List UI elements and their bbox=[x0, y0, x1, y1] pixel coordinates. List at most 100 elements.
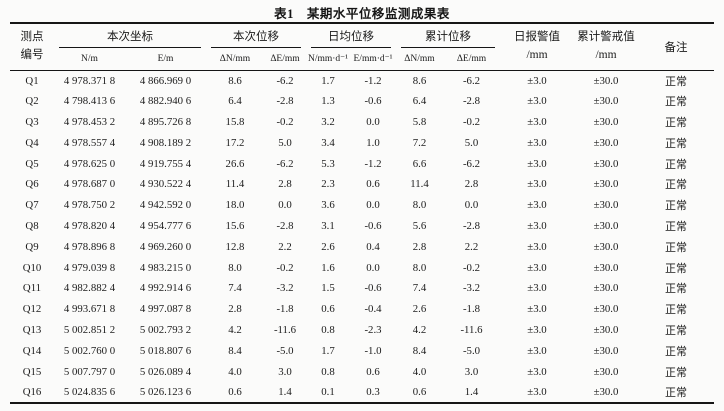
table-row: Q3 4 978.453 2 4 895.726 8 15.8 -0.2 3.2 0.0 5.… bbox=[10, 112, 714, 133]
cell-cum-delta-e: -2.8 bbox=[462, 95, 481, 108]
header-cum-delta-n: ΔN/mm bbox=[396, 48, 443, 71]
cell-daily-alarm: ±3.0 bbox=[527, 136, 547, 149]
cell-cum-delta-n: 11.4 bbox=[410, 178, 429, 191]
cell-daily-n: 1.6 bbox=[321, 261, 335, 274]
cell-coord-n: 5 002.760 0 bbox=[63, 344, 116, 357]
cell-cum-delta-e: -0.2 bbox=[462, 261, 481, 274]
cell-daily-n: 3.1 bbox=[321, 219, 335, 232]
cell-delta-e: 2.8 bbox=[278, 178, 292, 191]
table-row: Q5 4 978.625 0 4 919.755 4 26.6 -6.2 5.3 -1.2 6… bbox=[10, 153, 714, 174]
cell-coord-e: 4 942.592 0 bbox=[139, 199, 192, 212]
cell-delta-e: -5.0 bbox=[276, 344, 294, 357]
cell-daily-alarm: ±3.0 bbox=[527, 240, 547, 253]
cell-daily-alarm: ±3.0 bbox=[527, 261, 547, 274]
cell-daily-n: 1.7 bbox=[321, 74, 335, 87]
cell-coord-n: 4 978.453 2 bbox=[63, 115, 116, 128]
cell-daily-e: 0.3 bbox=[366, 385, 380, 398]
cell-cum-delta-n: 7.4 bbox=[412, 282, 427, 295]
cell-remark: 正常 bbox=[665, 116, 687, 129]
cell-delta-e: 3.0 bbox=[278, 365, 292, 378]
cell-point-id: Q10 bbox=[22, 261, 42, 274]
cell-coord-n: 4 978.371 8 bbox=[63, 74, 116, 87]
cell-delta-n: 0.6 bbox=[228, 385, 242, 398]
cell-daily-alarm: ±3.0 bbox=[527, 178, 547, 191]
cell-cum-delta-n: 4.0 bbox=[412, 365, 427, 378]
cell-remark: 正常 bbox=[665, 366, 687, 379]
cell-coord-n: 4 982.882 4 bbox=[63, 282, 116, 295]
cell-coord-e: 4 882.940 6 bbox=[139, 95, 192, 108]
cell-daily-n: 0.6 bbox=[321, 303, 335, 316]
cell-cum-delta-e: -6.2 bbox=[462, 74, 481, 87]
cell-coord-n: 4 979.039 8 bbox=[63, 261, 116, 274]
cell-remark: 正常 bbox=[665, 75, 687, 88]
cell-point-id: Q2 bbox=[25, 95, 39, 108]
cell-coord-n: 4 978.625 0 bbox=[63, 157, 116, 170]
cell-point-id: Q8 bbox=[25, 219, 39, 232]
cell-daily-alarm: ±3.0 bbox=[527, 344, 547, 357]
cell-daily-e: 1.0 bbox=[366, 136, 380, 149]
cell-remark: 正常 bbox=[665, 158, 687, 171]
cell-cum-alarm: ±30.0 bbox=[593, 178, 619, 191]
cell-point-id: Q11 bbox=[22, 282, 42, 295]
cell-coord-n: 4 978.750 2 bbox=[63, 199, 116, 212]
cell-coord-e: 4 866.969 0 bbox=[139, 74, 192, 87]
cell-remark: 正常 bbox=[665, 220, 687, 233]
cell-delta-n: 8.4 bbox=[228, 344, 242, 357]
cell-cum-alarm: ±30.0 bbox=[593, 95, 619, 108]
cell-cum-alarm: ±30.0 bbox=[593, 385, 619, 398]
cell-point-id: Q14 bbox=[22, 344, 42, 357]
cell-coord-e: 4 908.189 2 bbox=[139, 136, 192, 149]
cell-daily-e: 0.0 bbox=[366, 199, 380, 212]
cell-remark: 正常 bbox=[665, 386, 687, 399]
cell-delta-e: -2.8 bbox=[276, 219, 294, 232]
cell-daily-alarm: ±3.0 bbox=[527, 365, 547, 378]
header-delta-n: ΔN/mm bbox=[206, 48, 264, 71]
header-daily-alarm-value: 日报警值 /mm bbox=[500, 23, 574, 71]
cell-cum-delta-n: 4.2 bbox=[412, 323, 427, 336]
cell-cum-delta-e: 1.4 bbox=[464, 385, 479, 398]
table-row: Q4 4 978.557 4 4 908.189 2 17.2 5.0 3.4 1.0 7.2… bbox=[10, 132, 714, 153]
cell-cum-delta-n: 6.6 bbox=[412, 157, 427, 170]
cell-delta-e: -11.6 bbox=[273, 323, 297, 336]
cell-remark: 正常 bbox=[665, 324, 687, 337]
table-row: Q9 4 978.896 8 4 969.260 0 12.8 2.2 2.6 0.4 2.8… bbox=[10, 236, 714, 257]
header-group-cumulative-displacement: 累计位移 bbox=[396, 23, 500, 48]
cell-cum-delta-n: 7.2 bbox=[412, 136, 427, 149]
cell-daily-alarm: ±3.0 bbox=[527, 95, 547, 108]
cell-cum-delta-n: 8.6 bbox=[412, 74, 427, 87]
cell-cum-delta-n: 8.0 bbox=[412, 199, 427, 212]
cell-cum-alarm: ±30.0 bbox=[593, 282, 619, 295]
cell-coord-e: 4 983.215 0 bbox=[139, 261, 192, 274]
cell-coord-e: 4 992.914 6 bbox=[139, 282, 192, 295]
table-row: Q15 5 007.797 0 5 026.089 4 4.0 3.0 0.8 0.6 4.0… bbox=[10, 361, 714, 382]
cell-cum-delta-e: 0.0 bbox=[464, 199, 479, 212]
cell-coord-n: 5 007.797 0 bbox=[63, 365, 116, 378]
cell-delta-n: 4.2 bbox=[228, 323, 242, 336]
cell-cum-alarm: ±30.0 bbox=[593, 199, 619, 212]
cell-daily-n: 3.2 bbox=[321, 115, 335, 128]
cell-point-id: Q13 bbox=[22, 323, 42, 336]
cell-daily-e: -1.2 bbox=[364, 74, 382, 87]
cell-cum-delta-e: -0.2 bbox=[462, 115, 481, 128]
cell-cum-alarm: ±30.0 bbox=[593, 365, 619, 378]
header-group-current-displacement: 本次位移 bbox=[206, 23, 306, 48]
cell-coord-n: 4 798.413 6 bbox=[63, 95, 116, 108]
cell-delta-e: -2.8 bbox=[276, 95, 294, 108]
cell-delta-e: -0.2 bbox=[276, 261, 294, 274]
cell-coord-e: 4 969.260 0 bbox=[139, 240, 192, 253]
cell-remark: 正常 bbox=[665, 304, 687, 317]
table-row: Q10 4 979.039 8 4 983.215 0 8.0 -0.2 1.6 0.0 8.… bbox=[10, 257, 714, 278]
cell-cum-alarm: ±30.0 bbox=[593, 344, 619, 357]
table-row: Q13 5 002.851 2 5 002.793 2 4.2 -11.6 0.8 -2.3… bbox=[10, 320, 714, 341]
cell-coord-n: 4 978.896 8 bbox=[63, 240, 116, 253]
header-row-groups: 测点 编号 本次坐标 本次位移 日均位移 累计位移 日报警值 /mm 累计警戒值… bbox=[10, 23, 714, 71]
cell-remark: 正常 bbox=[665, 137, 687, 150]
cell-cum-alarm: ±30.0 bbox=[593, 323, 619, 336]
header-daily-e: E/mm·d⁻¹ bbox=[350, 48, 396, 71]
cell-cum-delta-e: 2.8 bbox=[464, 178, 479, 191]
cell-daily-e: -1.0 bbox=[364, 344, 382, 357]
cell-coord-e: 4 895.726 8 bbox=[139, 115, 192, 128]
cell-cum-delta-e: 3.0 bbox=[464, 365, 479, 378]
header-coord-n: N/m bbox=[54, 48, 125, 71]
cell-daily-e: 0.6 bbox=[366, 365, 380, 378]
